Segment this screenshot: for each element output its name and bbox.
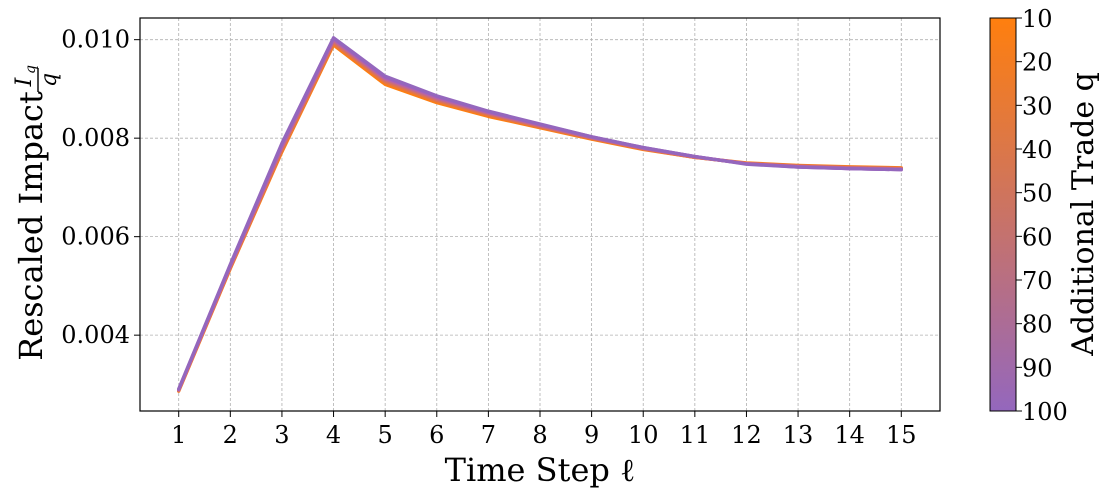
colorbar-tick-label: 50 [1022, 180, 1053, 208]
y-tick-label: 0.004 [61, 321, 130, 349]
colorbar-tick-label: 30 [1022, 92, 1053, 120]
x-tick-label: 3 [274, 421, 289, 449]
x-tick-label: 8 [532, 421, 547, 449]
x-tick-label: 7 [481, 421, 496, 449]
x-tick-label: 4 [326, 421, 341, 449]
x-tick-label: 1 [171, 421, 186, 449]
y-axis-title-text: Rescaled Impact [12, 91, 50, 361]
colorbar-tick-label: 70 [1022, 267, 1053, 295]
series-line-q100 [177, 36, 903, 391]
x-tick-label: 13 [783, 421, 814, 449]
colorbar [989, 17, 1017, 412]
colorbar-label: Additional Trade q [1066, 72, 1101, 357]
x-tick-label: 9 [584, 421, 599, 449]
colorbar-tick-label: 90 [1022, 354, 1053, 382]
x-tick-label: 10 [628, 421, 659, 449]
y-axis-title: Rescaled Impact I q q [12, 65, 62, 361]
y-axis-title-frac-denominator: q [37, 73, 62, 87]
x-tick-label: 5 [378, 421, 393, 449]
x-tick-label: 12 [731, 421, 762, 449]
svg-text:Rescaled Impact: Rescaled Impact [12, 91, 50, 361]
y-tick-label: 0.006 [61, 223, 130, 251]
y-axis-title-frac-numerator-sub: q [23, 65, 39, 74]
x-tick-label: 6 [429, 421, 444, 449]
x-tick-label: 11 [680, 421, 711, 449]
x-ticks: 1 2 3 4 5 6 7 8 9 10 11 12 13 14 15 [171, 411, 917, 449]
y-tick-label: 0.008 [61, 124, 130, 152]
grid [140, 18, 940, 411]
colorbar-tick-label: 80 [1022, 311, 1053, 339]
x-tick-label: 14 [834, 421, 865, 449]
x-tick-label: 15 [886, 421, 917, 449]
y-axis-title-frac-numerator: I [12, 76, 37, 87]
colorbar-tick-label: 40 [1022, 136, 1053, 164]
colorbar-tick-label: 10 [1022, 5, 1053, 33]
colorbar-tick-label: 20 [1022, 49, 1053, 77]
series-lines [177, 36, 903, 393]
colorbar-tick-label: 100 [1022, 398, 1068, 426]
x-axis-title: Time Step ℓ [445, 451, 636, 489]
colorbar-ticks: 10 20 30 40 50 60 70 80 90 100 [1016, 5, 1068, 426]
x-tick-label: 2 [223, 421, 238, 449]
y-ticks: 0.004 0.006 0.008 0.010 [61, 26, 140, 349]
colorbar-tick-label: 60 [1022, 223, 1053, 251]
y-tick-label: 0.010 [61, 26, 130, 54]
